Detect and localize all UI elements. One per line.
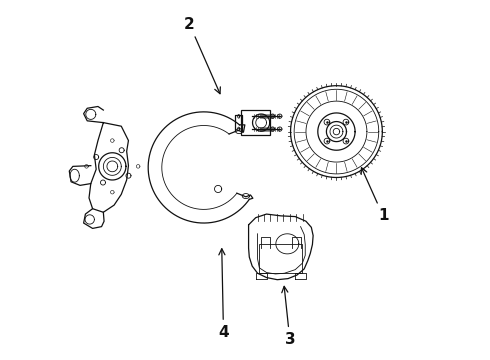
Text: 1: 1 bbox=[361, 168, 388, 223]
Text: 4: 4 bbox=[218, 249, 229, 340]
Text: 2: 2 bbox=[184, 17, 220, 94]
Text: 3: 3 bbox=[282, 286, 295, 347]
